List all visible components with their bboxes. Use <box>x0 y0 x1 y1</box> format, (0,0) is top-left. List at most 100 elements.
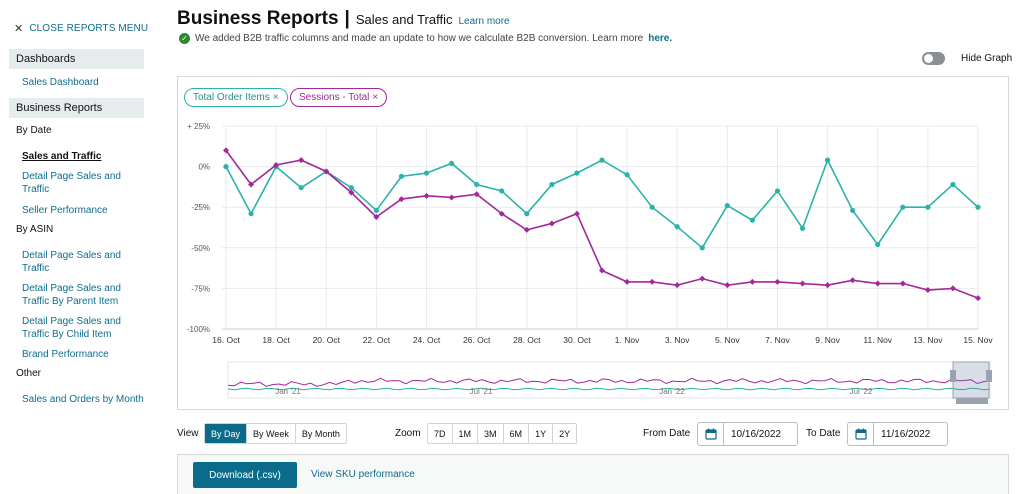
data-point <box>875 241 881 248</box>
from-date-input[interactable]: 10/16/2022 <box>697 422 798 446</box>
subsection-other: Other <box>16 368 42 379</box>
navigator-window <box>952 361 990 399</box>
zoom-2y-button[interactable]: 2Y <box>553 424 577 443</box>
data-point <box>523 226 530 233</box>
y-tick-label: -100% <box>187 325 210 334</box>
x-tick-label: 22. Oct <box>363 335 391 345</box>
x-tick-label: 15. Nov <box>963 335 993 345</box>
zoom-1m-button[interactable]: 1M <box>452 424 479 443</box>
hide-graph-label: Hide Graph <box>961 53 1013 64</box>
chip-sessions-total[interactable]: Sessions - Total × <box>290 88 388 107</box>
sidebar-item-seller-performance[interactable]: Seller Performance <box>22 205 108 216</box>
view-by-month-button[interactable]: By Month <box>295 424 346 443</box>
data-point <box>599 267 605 274</box>
sidebar-item-sales-dashboard[interactable]: Sales Dashboard <box>22 77 99 88</box>
data-point <box>423 170 430 176</box>
navigator-handle-left <box>950 370 956 382</box>
chart-panel <box>177 76 1009 410</box>
sidebar-item-by-parent-item[interactable]: Detail Page Sales and Traffic By Parent … <box>22 283 121 307</box>
data-point <box>473 191 480 198</box>
data-point <box>925 204 931 210</box>
notice-text: We added B2B traffic columns and made an… <box>195 33 644 44</box>
download-bar <box>177 454 1009 494</box>
hide-graph-control: Hide Graph <box>922 52 1012 65</box>
sidebar-item-sales-and-orders-by-month[interactable]: Sales and Orders by Month <box>22 394 144 405</box>
zoom-1y-button[interactable]: 1Y <box>529 424 554 443</box>
check-circle-icon: ✓ <box>179 33 190 44</box>
data-point <box>373 213 380 220</box>
to-date-label: To Date <box>806 428 841 439</box>
data-point <box>549 181 555 188</box>
data-point <box>624 278 631 285</box>
from-date-value: 10/16/2022 <box>731 428 782 440</box>
reports-sidebar: ✕ CLOSE REPORTS MENU Dashboards Sales Da… <box>0 0 158 494</box>
data-point <box>449 160 455 166</box>
data-point <box>899 280 906 287</box>
data-point <box>323 168 330 175</box>
data-point <box>674 282 681 289</box>
close-reports-menu-button[interactable]: ✕ CLOSE REPORTS MENU <box>14 22 148 35</box>
learn-more-link[interactable]: Learn more <box>458 16 510 27</box>
sidebar-item-by-child-item[interactable]: Detail Page Sales and Traffic By Child I… <box>22 316 121 340</box>
hide-graph-toggle[interactable] <box>922 52 945 65</box>
data-point <box>850 207 856 214</box>
zoom-6m-button[interactable]: 6M <box>503 424 530 443</box>
sidebar-item-detail-page-sales-and-traffic[interactable]: Detail Page Sales and Traffic <box>22 171 121 195</box>
chip-total-order-items[interactable]: Total Order Items × <box>184 88 288 107</box>
data-point <box>799 225 806 231</box>
navigator-handle-right <box>986 370 992 382</box>
x-tick-label: 24. Oct <box>413 335 441 345</box>
close-reports-menu-label: CLOSE REPORTS MENU <box>29 23 149 34</box>
notice-here-link[interactable]: here. <box>648 33 673 44</box>
sidebar-item-asin-detail-page-sales-and-traffic[interactable]: Detail Page Sales and Traffic <box>22 250 121 274</box>
data-point <box>799 280 806 287</box>
section-dashboards: Dashboards <box>9 49 144 69</box>
view-sku-performance-link[interactable]: View SKU performance <box>311 469 415 480</box>
data-point <box>574 170 580 176</box>
data-point <box>448 194 455 201</box>
x-tick-label: 5. Nov <box>715 335 740 345</box>
sidebar-item-brand-performance[interactable]: Brand Performance <box>22 349 109 360</box>
remove-icon[interactable]: × <box>372 92 379 103</box>
calendar-icon[interactable] <box>848 423 874 445</box>
data-point <box>298 185 304 191</box>
zoom-7d-button[interactable]: 7D <box>428 424 453 443</box>
remove-icon[interactable]: × <box>272 92 279 103</box>
data-point <box>398 173 405 179</box>
subsection-by-asin: By ASIN <box>16 224 54 235</box>
data-point <box>825 157 831 163</box>
y-tick-label: -25% <box>191 203 210 212</box>
view-by-day-button[interactable]: By Day <box>205 424 248 443</box>
navigator-label: Jul '22 <box>850 387 873 396</box>
sales-traffic-chart: + 25% 0% -25% -50% -75% -100%16. Oct 18. Oct 20… <box>187 122 993 404</box>
zoom-3m-button[interactable]: 3M <box>478 424 504 443</box>
data-point <box>373 207 379 214</box>
from-date-label: From Date <box>643 428 691 439</box>
navigator-scrollbar <box>956 398 988 404</box>
data-point <box>423 192 430 199</box>
data-point <box>398 196 405 203</box>
download-csv-button[interactable]: Download (.csv) <box>193 462 297 488</box>
sidebar-item-sales-and-traffic[interactable]: Sales and Traffic <box>22 151 102 162</box>
y-tick-label: -75% <box>191 284 210 293</box>
subsection-by-date: By Date <box>16 125 52 136</box>
data-point <box>849 277 856 284</box>
calendar-icon[interactable] <box>698 423 724 445</box>
data-point <box>223 164 229 170</box>
data-point <box>649 278 656 285</box>
to-date-value: 11/16/2022 <box>881 428 931 440</box>
data-point <box>348 189 355 196</box>
x-tick-label: 11. Nov <box>863 335 892 345</box>
navigator-label: Jan '21 <box>275 387 301 396</box>
to-date-input[interactable]: 11/16/2022 <box>847 422 948 446</box>
data-point <box>975 295 981 302</box>
view-by-week-button[interactable]: By Week <box>247 424 296 443</box>
data-point <box>599 157 605 163</box>
view-selector: By Day By Week By Month <box>204 423 347 444</box>
close-icon: ✕ <box>14 23 24 35</box>
page-subtitle: Sales and Traffic <box>355 12 453 27</box>
data-point <box>924 287 931 294</box>
data-point <box>724 202 730 209</box>
data-point <box>499 188 505 194</box>
navigator-series-sessions-total <box>227 377 991 387</box>
